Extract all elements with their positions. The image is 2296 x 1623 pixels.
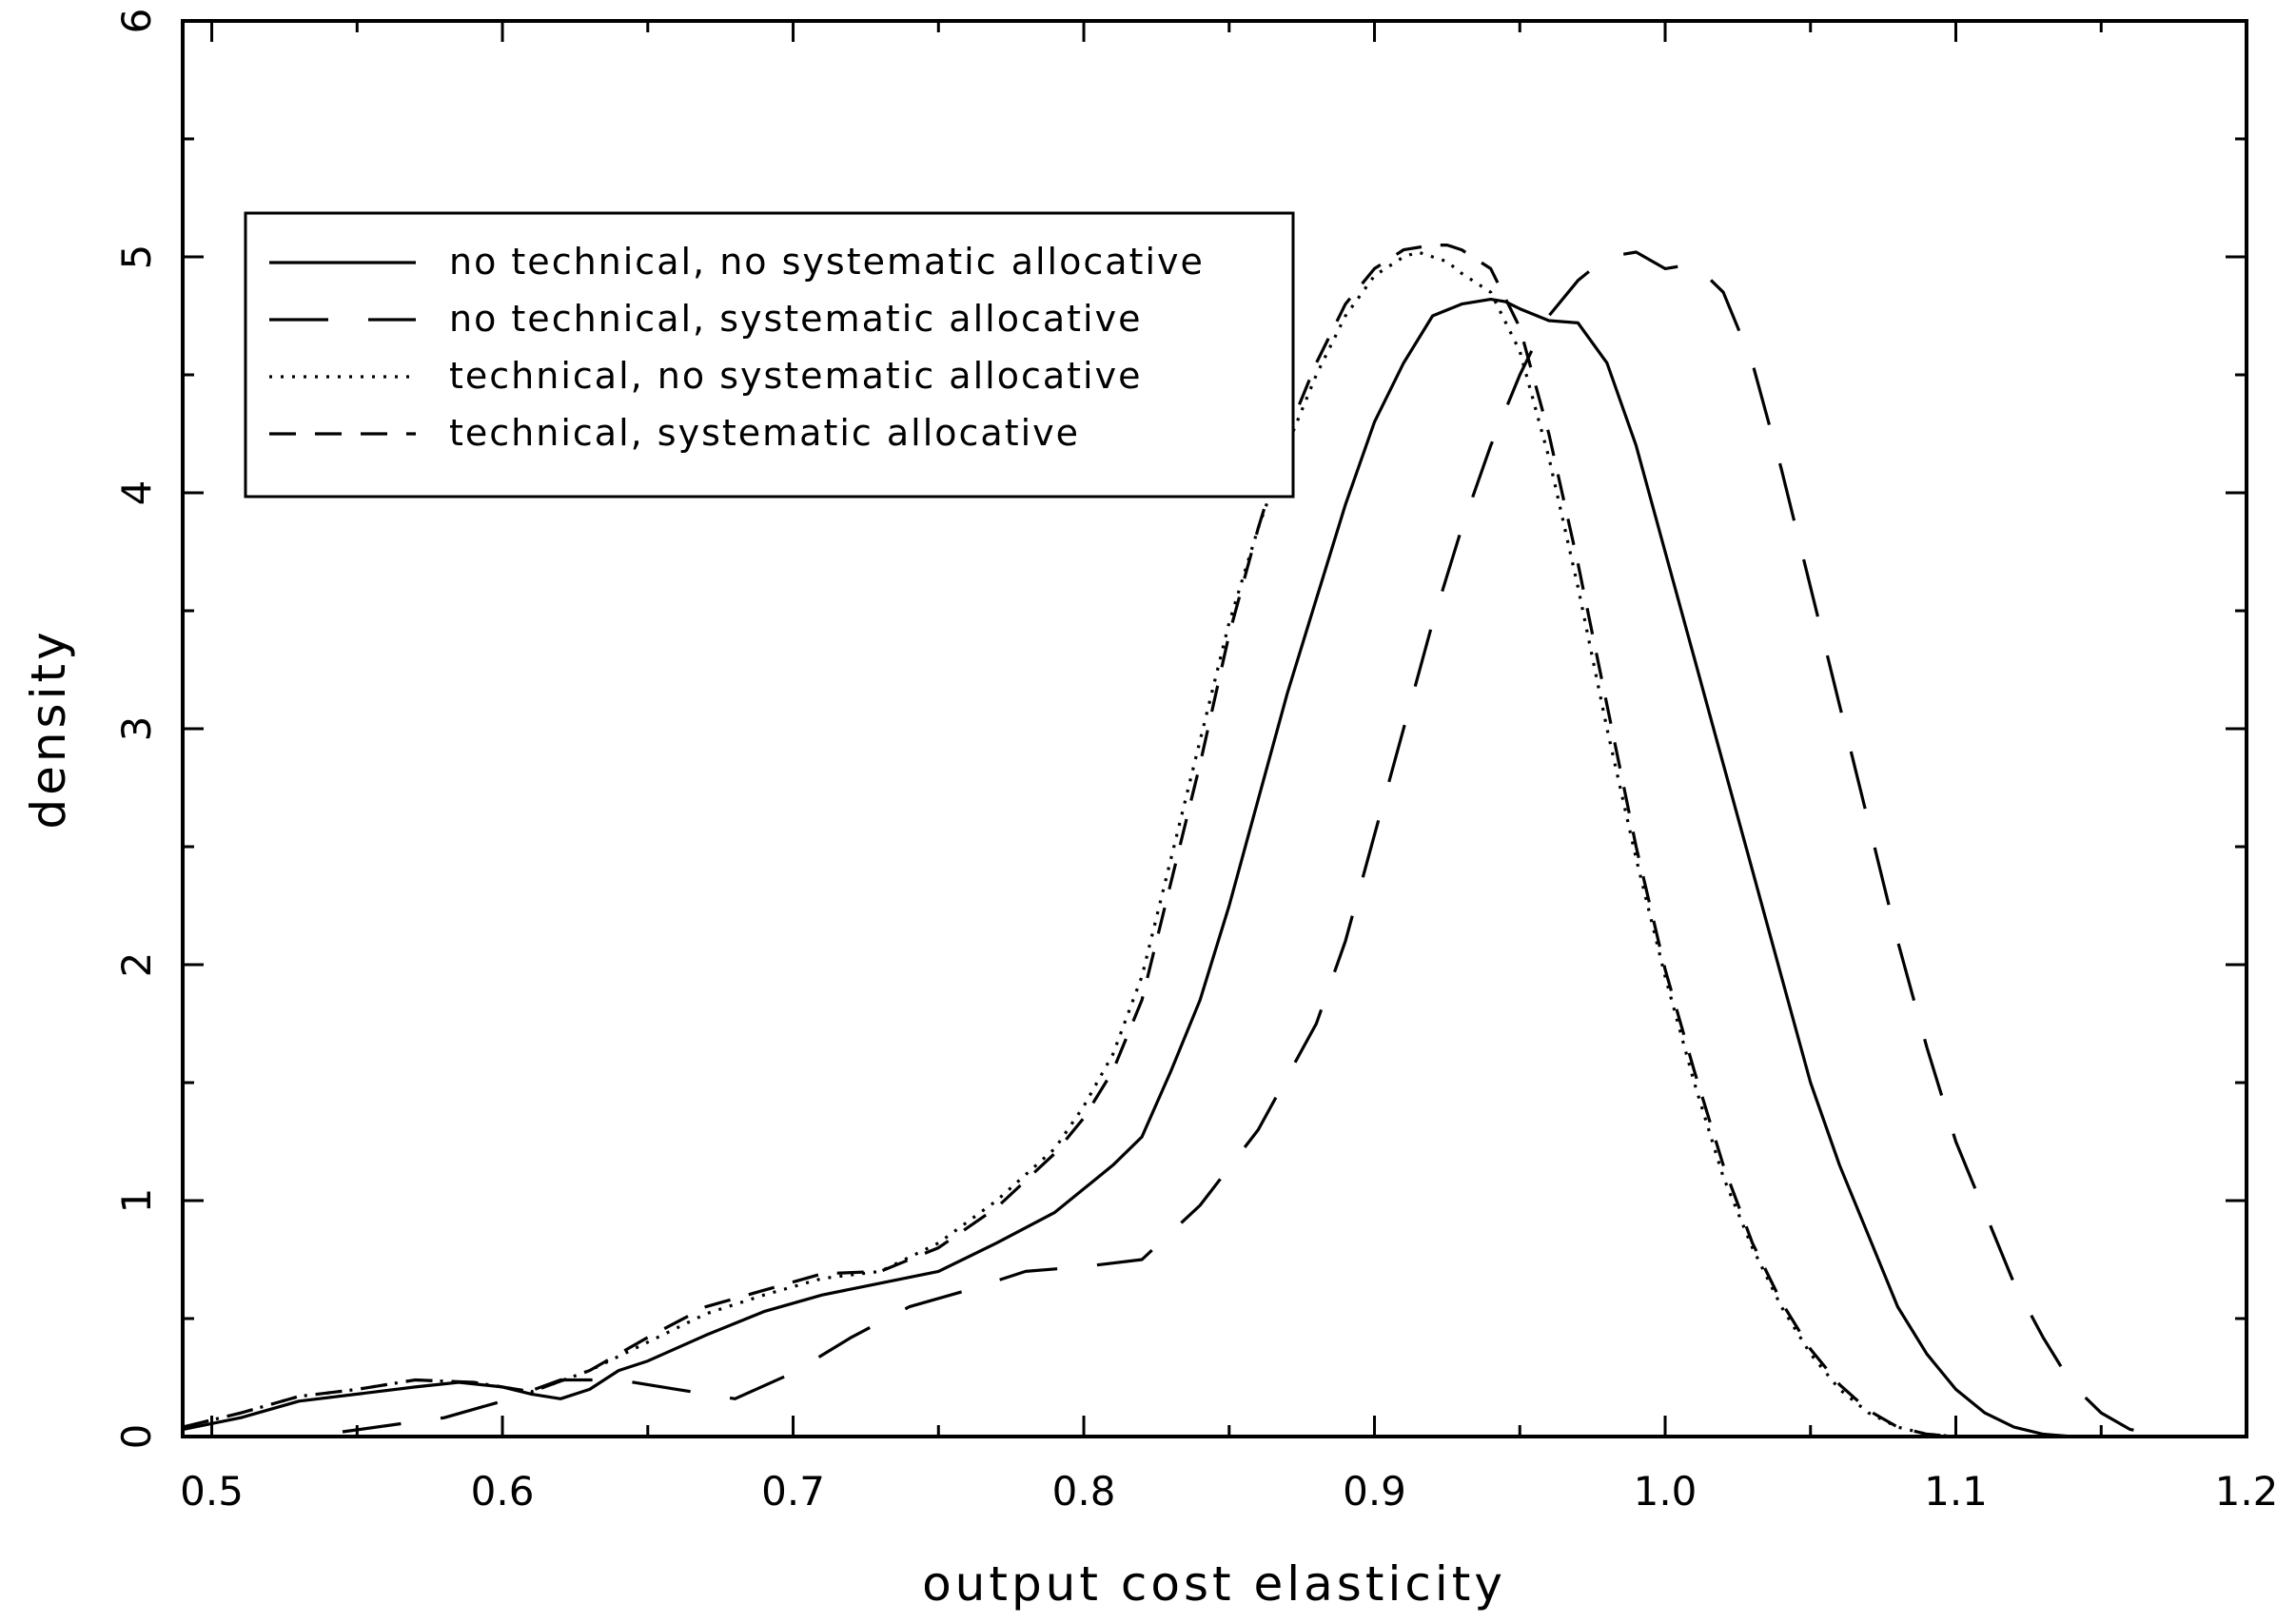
y-tick-label: 4 [113,480,160,506]
legend-label: no technical, no systematic allocative [449,241,1205,283]
y-tick-label: 3 [113,716,160,742]
series-lines [182,244,2174,1438]
series-line-technical-systematic-allocative [182,244,1956,1438]
x-tick-label: 1.0 [1634,1468,1697,1515]
series-line-no-technical-systematic-allocative [342,250,2174,1438]
x-tick-label: 0.7 [761,1468,825,1515]
legend: no technical, no systematic allocative no… [244,211,1295,499]
y-tick-label: 5 [113,244,160,270]
y-tick-label: 0 [113,1424,160,1450]
legend-box [244,211,1295,499]
x-tick-label: 0.5 [180,1468,244,1515]
x-tick-label: 0.6 [471,1468,535,1515]
x-tick-label: 1.2 [2215,1468,2279,1515]
y-tick-label: 6 [113,9,160,34]
x-tick-label: 0.8 [1052,1468,1116,1515]
series-line-technical-no-systematic-allocative [182,250,1956,1438]
y-axis-title: density [21,628,76,829]
x-tick-label: 1.1 [1924,1468,1988,1515]
legend-label: technical, no systematic allocative [449,355,1142,397]
x-tick-label: 0.9 [1343,1468,1406,1515]
series-line-no-technical-no-systematic-allocative [182,298,2072,1438]
y-tick-label: 2 [113,952,160,978]
x-axis-title: output cost elasticity [922,1556,1506,1612]
legend-label: technical, systematic allocative [449,412,1080,454]
axis-ticks [183,19,2248,1438]
y-tick-label: 1 [113,1188,160,1214]
legend-label: no technical, systematic allocative [449,298,1142,340]
axis-tick-labels: 0.5 0.6 0.7 0.8 0.9 1.0 1.1 1.2 0 1 2 3 4 5 6 [113,9,2278,1515]
